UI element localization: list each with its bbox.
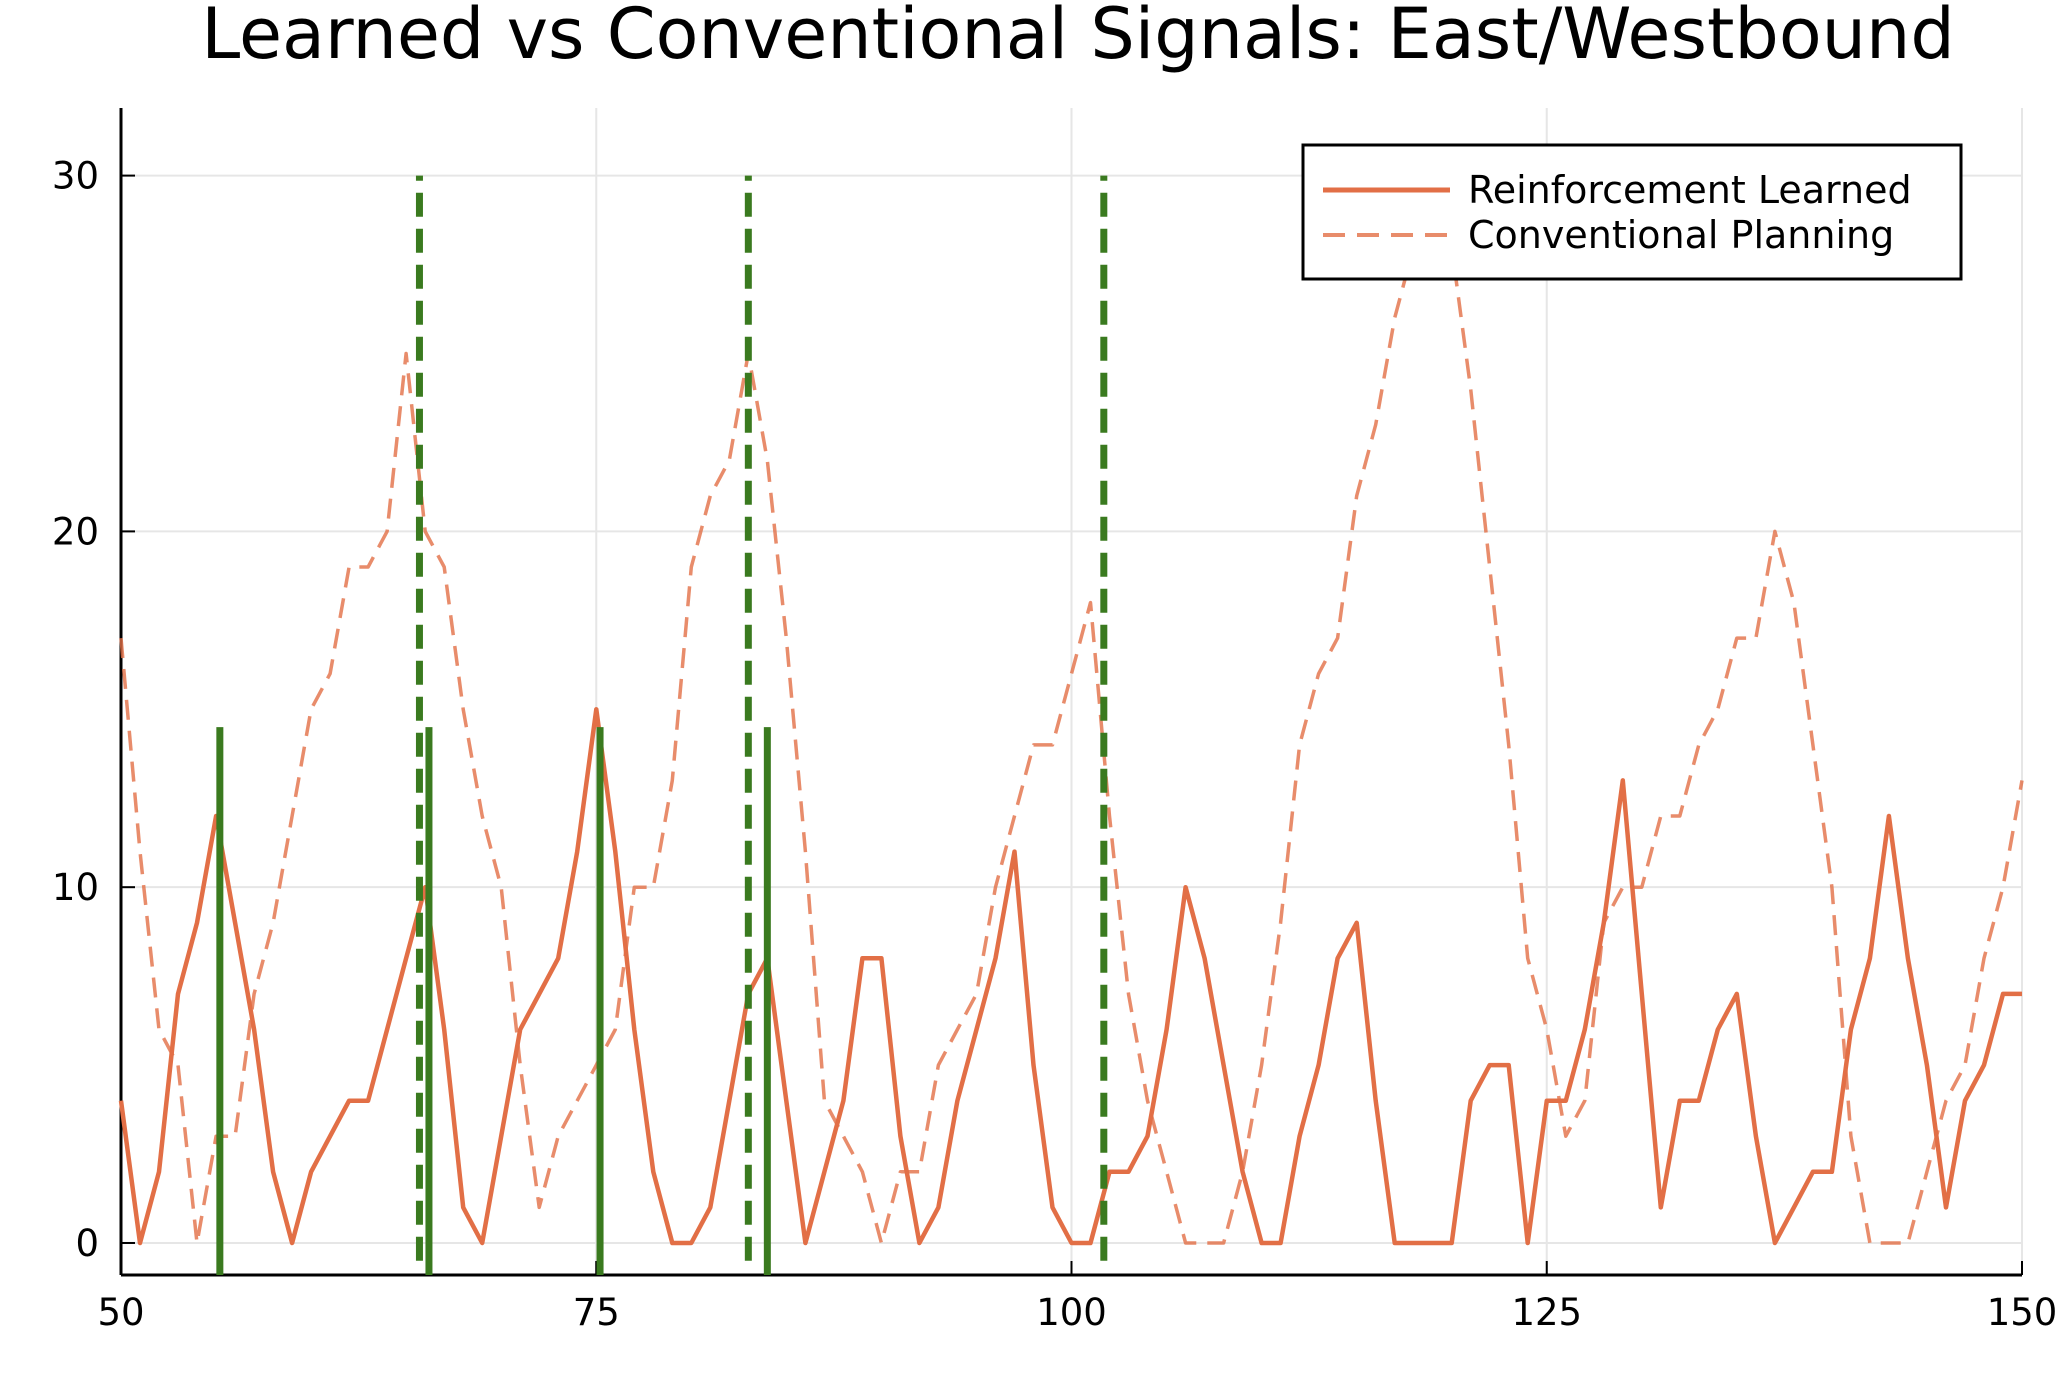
y-tick-label: 20: [52, 510, 99, 553]
x-tick-label: 75: [573, 1291, 620, 1334]
series-line-reinforcement-learned: [118, 707, 2022, 1246]
x-tick-label: 150: [1987, 1291, 2058, 1334]
legend-label-conventional-planning: Conventional Planning: [1468, 213, 1894, 257]
y-axis-ticks: 0 10 20 30: [52, 155, 135, 1265]
x-tick-label: 125: [1511, 1291, 1582, 1334]
legend: Reinforcement Learned Conventional Plann…: [1301, 143, 1963, 281]
y-tick-label: 10: [52, 866, 99, 909]
y-tick-label: 0: [75, 1222, 99, 1265]
chart-title: Learned vs Conventional Signals: East/We…: [201, 0, 1955, 75]
legend-label-reinforcement-learned: Reinforcement Learned: [1468, 168, 1912, 212]
legend-box: [1301, 143, 1963, 281]
series-line-conventional-planning: [119, 138, 2024, 1245]
x-axis-ticks: 50 75 100 125 150: [97, 1261, 2057, 1334]
x-tick-label: 50: [97, 1291, 144, 1334]
grid: [120, 108, 2023, 1275]
plot-area: [118, 138, 2024, 1275]
x-tick-label: 100: [1036, 1291, 1107, 1334]
y-tick-label: 30: [52, 155, 99, 198]
